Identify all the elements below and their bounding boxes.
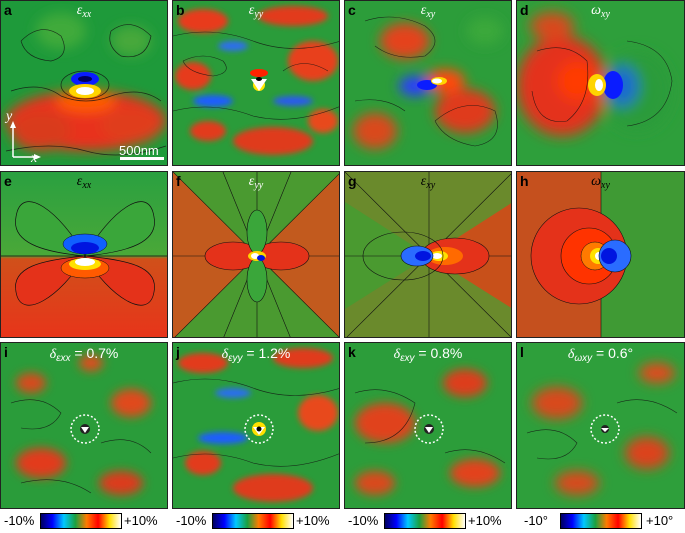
panel-letter: h <box>520 173 529 189</box>
colorbar-gradient <box>212 513 294 529</box>
panel-title: εxy <box>420 174 436 191</box>
difference-map-l <box>517 343 684 508</box>
strain-map-a <box>1 1 167 165</box>
colorbar-min: -10% <box>176 513 207 528</box>
strain-map-b <box>173 1 339 165</box>
theory-map-g <box>345 172 511 337</box>
panel-letter: j <box>176 344 180 360</box>
strain-map-d <box>517 1 684 165</box>
theory-map-f <box>173 172 339 337</box>
panel-title: εyy <box>248 3 264 20</box>
panel-letter: f <box>176 173 181 189</box>
panel-title: εxx <box>76 3 92 20</box>
panel-e: e εxx <box>0 171 168 338</box>
colorbar-gradient <box>384 513 466 529</box>
colorbar-min: -10% <box>4 513 35 528</box>
panel-letter: k <box>348 344 356 360</box>
colorbar-4: -10° +10° <box>516 511 685 531</box>
panel-letter: c <box>348 2 356 18</box>
axis-arrows-icon <box>10 121 41 159</box>
colorbar-3: -10% +10% <box>344 511 512 531</box>
panel-j: j δεyy = 1.2% <box>172 342 340 509</box>
difference-map-k <box>345 343 511 508</box>
colorbar-2: -10% +10% <box>172 511 340 531</box>
panel-letter: e <box>4 173 12 189</box>
panel-l: l δωxy = 0.6° <box>516 342 685 509</box>
panel-title: ωxy <box>591 3 610 20</box>
panel-letter: l <box>520 344 524 360</box>
panel-title: δεxx = 0.7% <box>49 345 119 364</box>
panel-b: b εyy <box>172 0 340 166</box>
panel-c: c εxy <box>344 0 512 166</box>
colorbar-max: +10% <box>468 513 502 528</box>
colorbar-1: -10% +10% <box>0 511 168 531</box>
panel-f: f εyy <box>172 171 340 338</box>
theory-map-e <box>1 172 167 337</box>
panel-letter: i <box>4 344 8 360</box>
panel-k: k δεxy = 0.8% <box>344 342 512 509</box>
colorbar-max: +10% <box>124 513 158 528</box>
panel-title: δωxy = 0.6° <box>567 345 634 364</box>
panel-g: g εxy <box>344 171 512 338</box>
colorbar-min: -10° <box>524 513 548 528</box>
panel-title: δεyy = 1.2% <box>221 345 291 364</box>
colorbar-gradient <box>40 513 122 529</box>
panel-letter: d <box>520 2 529 18</box>
panel-title: εyy <box>248 174 264 191</box>
strain-map-c <box>345 1 511 165</box>
difference-map-i <box>1 343 167 508</box>
colorbar-gradient <box>560 513 642 529</box>
panel-title: δεxy = 0.8% <box>393 345 463 364</box>
x-axis-label: x <box>31 151 38 166</box>
colorbar-max: +10° <box>646 513 674 528</box>
y-axis-label: y <box>6 109 13 124</box>
scale-bar <box>120 157 164 160</box>
theory-map-h <box>517 172 684 337</box>
panel-title: εxy <box>420 3 436 20</box>
difference-map-j <box>173 343 339 508</box>
panel-letter: g <box>348 173 357 189</box>
panel-i: i δεxx = 0.7% <box>0 342 168 509</box>
panel-title: εxx <box>76 174 92 191</box>
panel-h: h ωxy <box>516 171 685 338</box>
colorbar-min: -10% <box>348 513 379 528</box>
panel-letter: b <box>176 2 185 18</box>
scale-bar-label: 500nm <box>119 143 159 158</box>
panel-title: ωxy <box>591 174 610 191</box>
panel-a: a εxx y x 500nm <box>0 0 168 166</box>
panel-d: d ωxy <box>516 0 685 166</box>
colorbar-max: +10% <box>296 513 330 528</box>
panel-letter: a <box>4 2 12 18</box>
